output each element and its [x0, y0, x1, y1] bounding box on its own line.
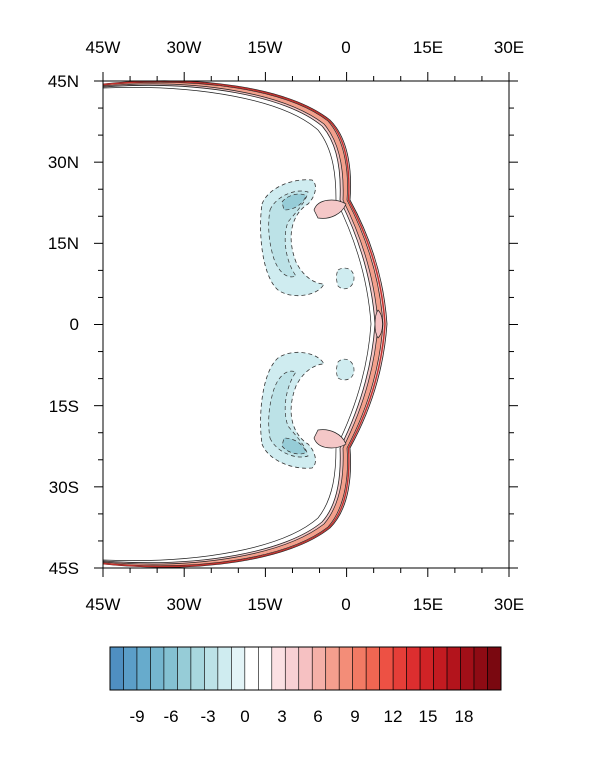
- negative-vortex-north-mid: [268, 190, 309, 278]
- colorbar-frame: [109, 646, 502, 691]
- axis-ticks: [94, 72, 518, 577]
- colorbar-swatch: [446, 646, 461, 691]
- bottom-lon-label: 30W: [167, 595, 202, 614]
- colorbar-swatch: [136, 646, 151, 691]
- colorbar-swatch: [284, 646, 300, 691]
- colorbar-tick-label: -6: [163, 707, 178, 726]
- colorbar-tick-labels: -9 -6 -3 0 3 6 9 12 15 18: [129, 707, 473, 726]
- colorbar-tick-label: 12: [384, 707, 403, 726]
- negative-vortex-south: [260, 351, 355, 469]
- colorbar-swatch: [473, 646, 488, 691]
- top-lon-labels: 45W 30W 15W 0 15E 30E: [86, 38, 525, 57]
- colorbar-swatch: [460, 646, 475, 691]
- negative-vortex-north-core: [281, 193, 307, 211]
- colorbar-swatch: [204, 646, 219, 691]
- left-lat-label: 0: [70, 315, 79, 334]
- shock-front-inner-line: [102, 80, 386, 568]
- colorbar-swatch: [379, 646, 394, 691]
- negative-blob-north: [336, 267, 355, 290]
- colorbar-swatch: [190, 646, 205, 691]
- negative-vortex-south-core: [281, 437, 307, 455]
- map-plot-area: [102, 80, 510, 569]
- bottom-lon-label: 15E: [413, 595, 443, 614]
- negative-vortex-south-mid: [268, 370, 309, 458]
- top-lon-label: 30W: [167, 38, 202, 57]
- left-lat-label: 30N: [48, 153, 79, 172]
- colorbar-tick-label: 0: [240, 707, 249, 726]
- colorbar-swatch: [406, 646, 421, 691]
- top-lon-label: 45W: [86, 38, 121, 57]
- colorbar-swatch: [163, 646, 178, 691]
- bottom-lon-label: 45W: [86, 595, 121, 614]
- plot-background: [103, 81, 509, 568]
- colorbar-swatch: [487, 646, 502, 691]
- colorbar-swatch: [433, 646, 448, 691]
- left-lat-label: 45N: [48, 72, 79, 91]
- colorbar-swatch: [352, 646, 367, 691]
- bottom-lon-labels: 45W 30W 15W 0 15E 30E: [86, 595, 525, 614]
- left-lat-label: 30S: [49, 478, 79, 497]
- colorbar-swatch: [244, 646, 259, 691]
- colorbar-swatch: [392, 646, 407, 691]
- colorbar-swatch: [123, 646, 138, 691]
- colorbar-tick-label: -3: [200, 707, 215, 726]
- colorbar: [109, 646, 502, 691]
- shock-front-trailing-line: [102, 87, 372, 561]
- negative-vortex-north: [260, 179, 355, 297]
- left-lat-label: 45S: [49, 559, 79, 578]
- bottom-lon-label: 15W: [248, 595, 283, 614]
- colorbar-swatch: [365, 646, 380, 691]
- negative-blob-south: [336, 358, 355, 381]
- colorbar-swatch: [271, 646, 286, 691]
- left-lat-label: 15S: [49, 397, 79, 416]
- colorbar-tick-label: 15: [419, 707, 438, 726]
- left-lat-label: 15N: [48, 234, 79, 253]
- colorbar-swatch: [311, 646, 327, 691]
- colorbar-swatch: [217, 646, 232, 691]
- colorbar-tick-label: -9: [129, 707, 144, 726]
- colorbar-tick-label: 3: [277, 707, 286, 726]
- colorbar-swatch: [258, 646, 273, 691]
- colorbar-swatch: [231, 646, 246, 691]
- top-lon-label: 15W: [248, 38, 283, 57]
- colorbar-swatch: [150, 646, 165, 691]
- colorbar-swatch: [177, 646, 192, 691]
- positive-lobe-north: [313, 199, 347, 219]
- positive-lobe-south: [313, 429, 347, 449]
- colorbar-tick-label: 9: [350, 707, 359, 726]
- left-lat-labels: 45N 30N 15N 0 15S 30S 45S: [48, 72, 79, 578]
- colorbar-tick-label: 18: [455, 707, 474, 726]
- colorbar-swatch: [298, 646, 313, 691]
- top-lon-label: 0: [341, 38, 350, 57]
- bottom-lon-label: 0: [341, 595, 350, 614]
- top-lon-label: 15E: [413, 38, 443, 57]
- colorbar-tick-label: 6: [313, 707, 322, 726]
- colorbar-swatch: [109, 646, 124, 691]
- colorbar-swatch: [419, 646, 434, 691]
- colorbar-swatch: [325, 646, 340, 691]
- bottom-lon-label: 30E: [494, 595, 524, 614]
- colorbar-swatch: [338, 646, 353, 691]
- positive-lobe-equator: [374, 309, 383, 339]
- top-lon-label: 30E: [494, 38, 524, 57]
